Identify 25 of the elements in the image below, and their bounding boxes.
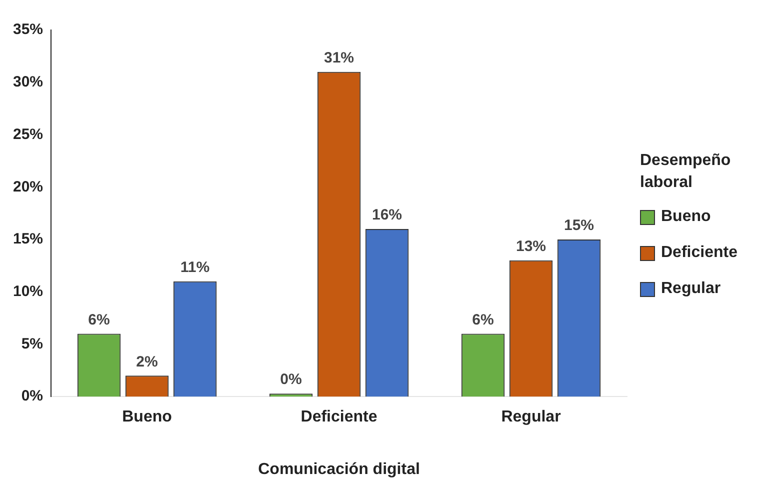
y-tick-label: 25% xyxy=(12,126,44,143)
data-label: 16% xyxy=(372,206,402,224)
y-tick-label: 20% xyxy=(12,178,44,196)
data-label: 11% xyxy=(180,259,210,276)
y-tick-label: 15% xyxy=(12,230,44,248)
legend-label: Deficiente xyxy=(661,244,738,262)
data-label: 13% xyxy=(516,238,546,256)
legend-label: Regular xyxy=(661,280,721,298)
y-tick-label: 0% xyxy=(21,388,44,405)
legend-label: Bueno xyxy=(661,208,711,226)
data-label: 15% xyxy=(564,217,594,234)
x-tick-label: Deficiente xyxy=(300,408,378,426)
x-tick-label: Bueno xyxy=(122,408,172,426)
y-tick-label: 30% xyxy=(12,74,44,91)
data-label: 6% xyxy=(472,311,494,328)
data-label: 6% xyxy=(88,311,110,328)
y-tick-label: 5% xyxy=(21,335,44,352)
legend-title: Desempeño laboral xyxy=(640,151,732,193)
y-tick-label: 10% xyxy=(12,283,44,300)
x-tick-label: Regular xyxy=(501,408,561,426)
x-axis-title: Comunicación digital xyxy=(258,460,420,478)
data-label: 2% xyxy=(136,353,158,370)
y-tick-label: 35% xyxy=(12,21,44,38)
data-label: 0% xyxy=(280,371,302,388)
data-label: 31% xyxy=(324,50,354,67)
